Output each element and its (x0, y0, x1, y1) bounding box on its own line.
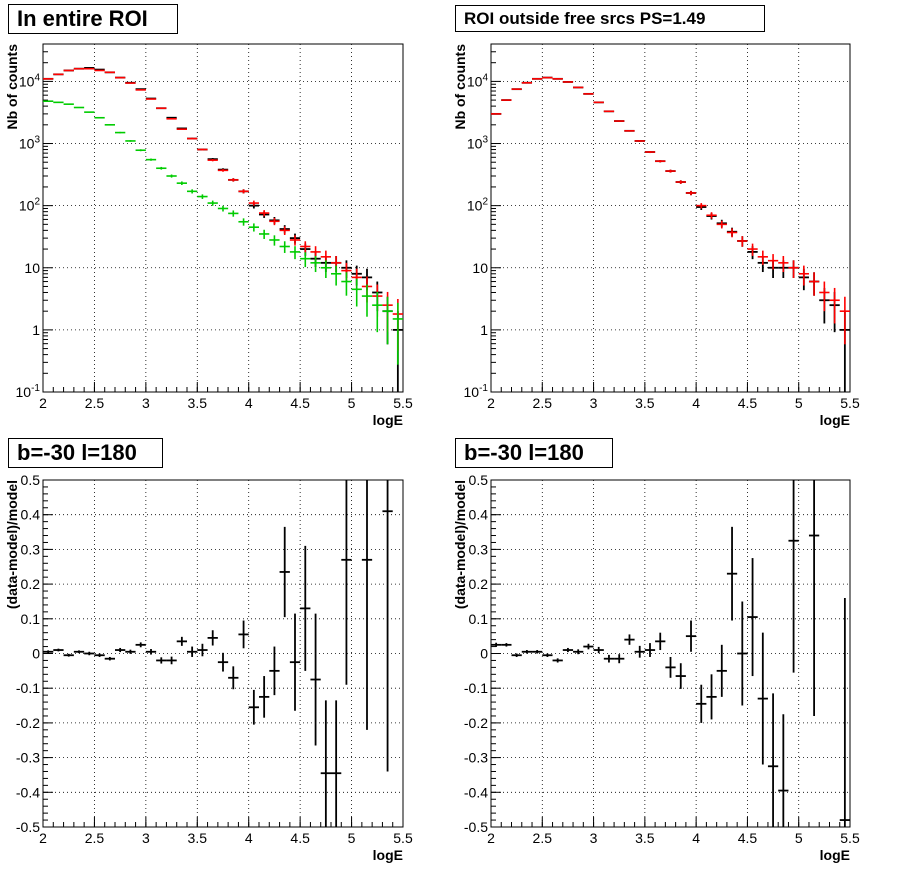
chart-panel-top-right: 2 2.5 3 3.5 4 4.5 5 5.5 10-1 1 10 102 103 104 logE Nb o… (452, 43, 860, 428)
x-tick-label: 2 (39, 830, 47, 846)
x-tick-label: 2.5 (533, 395, 553, 411)
title-top-right: ROI outside free srcs PS=1.49 (455, 5, 765, 32)
x-axis-title: logE (820, 847, 850, 863)
x-axis-title: logE (373, 847, 403, 863)
x-tick-label: 3.5 (635, 395, 655, 411)
y-tick-label: 0.3 (469, 541, 489, 557)
y-tick-label: 0.4 (469, 507, 489, 523)
y-tick-label: 103 (19, 135, 41, 152)
y-tick-label: 104 (19, 72, 41, 89)
chart-panel-bottom-left: 2 2.5 3 3.5 4 4.5 5 5.5 -0.5 -0.4 -0.3 -0.2 -0.1 0 0.1… (4, 472, 413, 863)
x-tick-label: 2 (487, 395, 495, 411)
x-tick-label: 2.5 (85, 395, 105, 411)
y-tick-label: -0.5 (16, 819, 40, 835)
plot-frame (490, 43, 851, 393)
x-tick-label: 2.5 (533, 830, 553, 846)
x-tick-label: 4.5 (738, 830, 758, 846)
y-tick-label: 0.1 (21, 611, 41, 627)
series-model_total (491, 76, 850, 345)
series-data (43, 480, 393, 827)
x-tick-label: 5.5 (840, 830, 860, 846)
y-tick-label: -0.2 (464, 715, 488, 731)
x-tick-label: 4 (245, 830, 253, 846)
y-tick-label: 10-1 (464, 383, 489, 400)
x-tick-label: 3 (590, 395, 598, 411)
series-component (43, 100, 403, 365)
x-tick-label: 5 (795, 395, 803, 411)
y-axis-title: (data-model)/model (4, 480, 20, 609)
y-tick-label: 0 (480, 646, 488, 662)
x-tick-label: 5 (795, 830, 803, 846)
y-tick-label: 0.2 (21, 576, 41, 592)
y-tick-label: 1 (32, 322, 40, 338)
x-tick-label: 5 (348, 395, 356, 411)
y-tick-label: -0.4 (464, 784, 488, 800)
y-tick-label: 0.5 (21, 472, 41, 488)
title-bottom-right: b=-30 l=180 (455, 438, 613, 468)
y-tick-label: -0.1 (464, 680, 488, 696)
x-tick-label: 2 (487, 830, 495, 846)
x-tick-label: 5.5 (393, 830, 413, 846)
x-tick-label: 4.5 (290, 395, 310, 411)
y-axis-title: Nb of counts (452, 44, 468, 130)
x-tick-label: 4 (692, 830, 700, 846)
y-tick-label: 10-1 (16, 383, 41, 400)
y-tick-label: 10 (24, 260, 40, 276)
chart-panel-bottom-right: 2 2.5 3 3.5 4 4.5 5 5.5 -0.5 -0.4 -0.3 -0.2 -0.1 0 0.1… (452, 472, 860, 863)
x-tick-label: 3 (142, 830, 150, 846)
x-tick-label: 4 (245, 395, 253, 411)
x-tick-label: 5 (348, 830, 356, 846)
y-tick-label: -0.5 (464, 819, 488, 835)
x-tick-label: 3 (142, 395, 150, 411)
title-top-left: In entire ROI (8, 4, 178, 34)
y-tick-label: 0.3 (21, 541, 41, 557)
x-tick-label: 2 (39, 395, 47, 411)
y-tick-label: 0.5 (469, 472, 489, 488)
x-tick-label: 3.5 (635, 830, 655, 846)
y-tick-label: -0.2 (16, 715, 40, 731)
y-tick-label: 103 (467, 135, 489, 152)
chart-panel-top-left: 2 2.5 3 3.5 4 4.5 5 5.5 10-1 1 10 102 103 104 logE Nb o… (4, 43, 413, 428)
y-tick-label: -0.1 (16, 680, 40, 696)
series-data (491, 480, 850, 827)
x-tick-label: 3 (590, 830, 598, 846)
y-tick-label: 0 (32, 646, 40, 662)
x-axis-title: logE (820, 412, 850, 428)
x-tick-label: 4.5 (738, 395, 758, 411)
x-tick-label: 5.5 (840, 395, 860, 411)
title-bottom-left: b=-30 l=180 (8, 438, 163, 468)
y-tick-label: 10 (472, 260, 488, 276)
x-tick-label: 3.5 (188, 830, 208, 846)
x-tick-label: 2.5 (85, 830, 105, 846)
x-axis-title: logE (373, 412, 403, 428)
y-tick-label: 104 (467, 72, 489, 89)
series-model_total (43, 67, 403, 351)
x-tick-label: 4 (692, 395, 700, 411)
x-tick-label: 3.5 (188, 395, 208, 411)
x-tick-label: 5.5 (393, 395, 413, 411)
y-tick-label: 102 (467, 197, 489, 214)
series-data (491, 76, 850, 392)
x-tick-label: 4.5 (290, 830, 310, 846)
y-tick-label: -0.3 (16, 750, 40, 766)
y-tick-label: -0.4 (16, 784, 40, 800)
y-tick-label: 1 (480, 322, 488, 338)
y-axis-title: Nb of counts (4, 44, 20, 130)
y-tick-label: -0.3 (464, 750, 488, 766)
y-tick-label: 0.2 (469, 576, 489, 592)
plot-frame (42, 43, 404, 393)
y-tick-label: 0.4 (21, 507, 41, 523)
series-data (43, 66, 403, 392)
y-axis-title: (data-model)/model (452, 480, 468, 609)
y-tick-label: 0.1 (469, 611, 489, 627)
y-tick-label: 102 (19, 197, 41, 214)
plot-frame (490, 479, 851, 828)
